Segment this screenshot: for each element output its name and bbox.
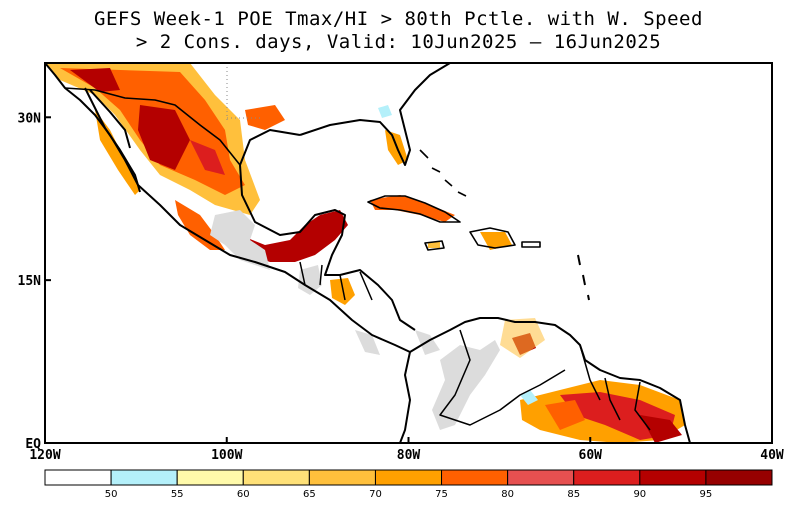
- colorbar-swatch: [242, 469, 310, 486]
- shade-mexico-hot3: [190, 140, 225, 175]
- missing-colombia: [432, 340, 500, 430]
- colorbar-swatch: [441, 469, 509, 486]
- map-title-line-2: > 2 Cons. days, Valid: 10Jun2025 – 16Jun…: [135, 31, 662, 53]
- colorbar-label: 95: [700, 489, 713, 500]
- coastlines: [45, 63, 691, 443]
- colorbar-swatch: [308, 469, 376, 486]
- colorbar-label: 60: [237, 489, 250, 500]
- lon-tick-label: 60W: [579, 448, 603, 463]
- missing-mexico: [210, 210, 270, 270]
- lon-tick-label: 40W: [760, 448, 784, 463]
- shade-texas: [245, 105, 285, 130]
- lat-tick-label: 30N: [18, 111, 42, 126]
- latitude-axis: 30N 15N EQ: [18, 111, 51, 452]
- lon-tick-label: 100W: [211, 448, 242, 463]
- coast-puerto-rico: [521, 241, 541, 248]
- colorbar-label: 65: [303, 489, 316, 500]
- colorbar-swatch: [639, 469, 707, 486]
- shade-fringe-florida: [378, 105, 392, 118]
- colorbar-swatch: [507, 469, 575, 486]
- graticule: [226, 63, 260, 120]
- colorbar-swatch: [110, 469, 178, 486]
- shade-mexico-hot2: [138, 105, 190, 170]
- shade-brazil-hot: [640, 415, 682, 443]
- coast-colombia-pacific: [399, 351, 411, 443]
- borders-south-america: [439, 329, 651, 431]
- coast-hispaniola: [469, 227, 516, 249]
- colorbar-label: 55: [171, 489, 184, 500]
- shade-hispaniola: [480, 232, 512, 250]
- colorbar-swatch: [573, 469, 641, 486]
- coast-jamaica: [424, 240, 445, 251]
- missing-nicaragua: [355, 330, 380, 355]
- lesser-antilles: [577, 254, 590, 301]
- shade-fringe-brazil: [520, 390, 538, 405]
- lon-tick-label: 120W: [29, 448, 60, 463]
- colorbar-label: 50: [105, 489, 118, 500]
- shade-jamaica: [428, 242, 440, 248]
- coast-us-gulf: [299, 63, 451, 166]
- shade-venezuela: [500, 318, 545, 358]
- colorbar-swatch: [44, 469, 112, 486]
- shade-honduras: [330, 278, 355, 305]
- colorbar-label: 75: [435, 489, 448, 500]
- colorbar-label: 70: [369, 489, 382, 500]
- coast-cuba: [367, 195, 461, 223]
- longitude-axis: 120W 100W 80W 60W 40W: [29, 437, 784, 463]
- bahamas: [419, 149, 467, 197]
- shade-amapa: [545, 400, 585, 430]
- colorbar-label: 80: [501, 489, 514, 500]
- colorbar-label: 85: [567, 489, 580, 500]
- coast-baja: [84, 87, 141, 193]
- shade-west-coast: [175, 200, 225, 250]
- shade-cuba: [370, 195, 455, 222]
- lat-tick-label: EQ: [25, 437, 41, 452]
- borders-central-america: [299, 261, 373, 301]
- coast-pacific: [45, 63, 411, 353]
- border-us-mexico: [64, 87, 241, 166]
- probability-shading: [45, 63, 685, 443]
- lat-tick-label: 15N: [18, 274, 42, 289]
- colorbar-swatch: [374, 469, 443, 486]
- colorbar-swatch: [176, 469, 244, 486]
- shade-mexico-hot: [70, 68, 120, 92]
- coast-south-america: [409, 317, 691, 443]
- coast-gulf: [239, 129, 416, 331]
- map-title-line-1: GEFS Week-1 POE Tmax/HI > 80th Pctle. wi…: [94, 8, 703, 30]
- colorbar-label: 90: [633, 489, 646, 500]
- lon-tick-label: 80W: [397, 448, 421, 463]
- shade-campeche: [240, 210, 348, 262]
- colorbar-swatch: [705, 469, 773, 486]
- colorbar: 50 55 60 65 70 75 80 85 90 95: [44, 469, 773, 500]
- missing-central-am: [298, 265, 322, 295]
